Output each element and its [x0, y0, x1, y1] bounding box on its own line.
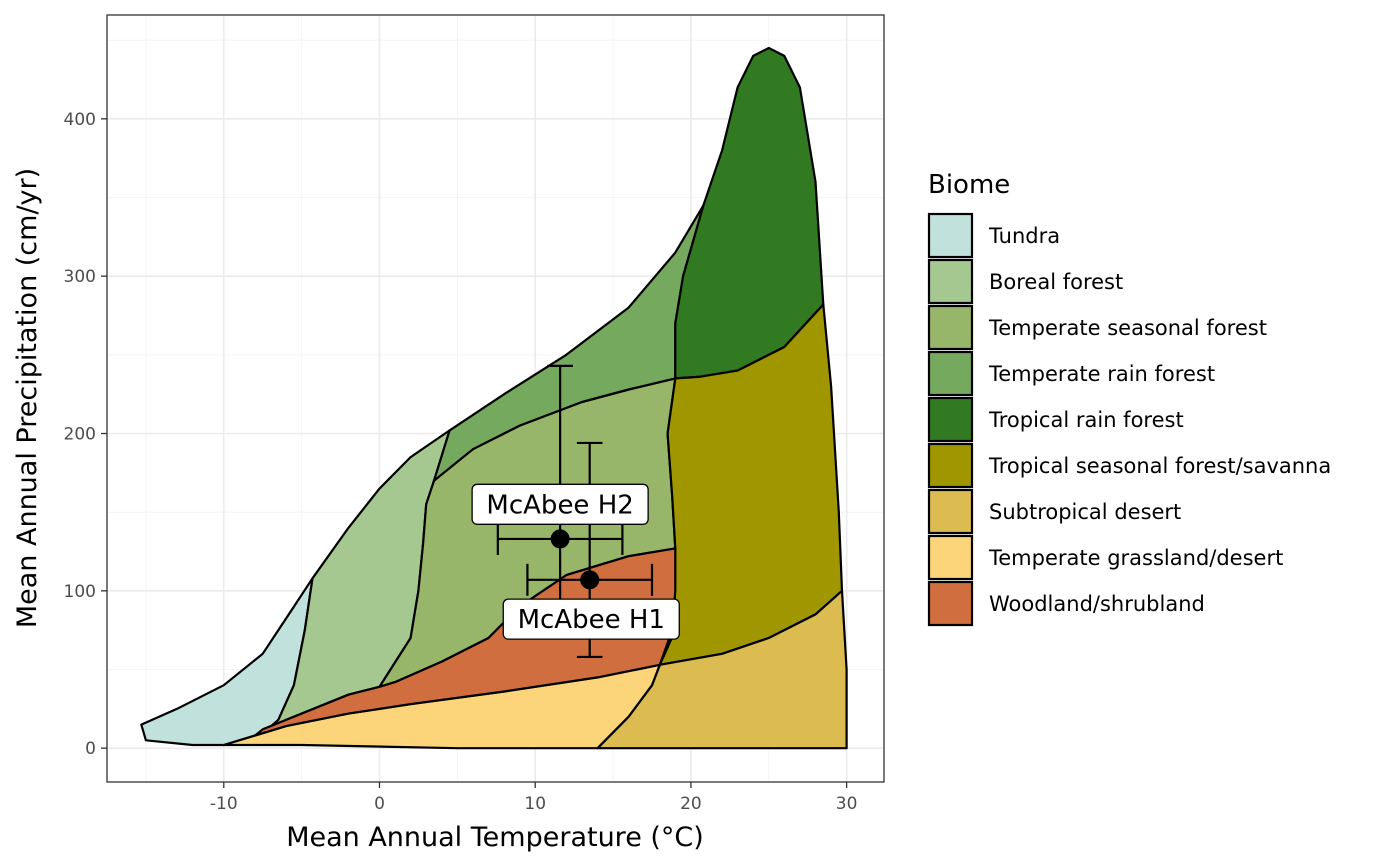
- legend-label: Tropical rain forest: [988, 408, 1184, 432]
- legend-swatch: [927, 488, 974, 535]
- legend-label: Boreal forest: [989, 270, 1123, 294]
- biome-woodland-shrubland: [253, 547, 677, 737]
- legend-item-tropical-seasonal-forest-savanna: Tropical seasonal forest/savanna: [927, 442, 1331, 489]
- legend-label: Temperate seasonal forest: [988, 316, 1267, 340]
- panel-border: [106, 14, 885, 783]
- y-axis-title: Mean Annual Precipitation (cm/yr): [12, 168, 43, 628]
- legend-label: Temperate grassland/desert: [988, 546, 1283, 570]
- site-label: McAbee H2: [471, 483, 649, 525]
- x-tick-label: 10: [524, 794, 546, 814]
- legend-item-subtropical-desert: Subtropical desert: [927, 488, 1181, 535]
- y-tick-label: 0: [85, 739, 96, 759]
- legend-item-boreal-forest: Boreal forest: [927, 258, 1123, 305]
- y-tick-label: 100: [64, 582, 96, 602]
- legend: Biome Tundra Boreal forest Temperate seaso…: [927, 170, 1331, 627]
- legend-swatch: [927, 580, 974, 627]
- legend-swatch: [927, 534, 974, 581]
- legend-label: Tropical seasonal forest/savanna: [988, 454, 1331, 478]
- x-axis-title: Mean Annual Temperature (°C): [286, 822, 704, 853]
- legend-swatch: [927, 212, 974, 259]
- legend-item-temperate-grassland-desert: Temperate grassland/desert: [927, 534, 1283, 581]
- legend-item-temperate-seasonal-forest: Temperate seasonal forest: [927, 304, 1267, 351]
- biome-tropical-rain-forest: [674, 46, 825, 380]
- y-tick-label: 400: [64, 110, 96, 130]
- legend-item-tundra: Tundra: [927, 212, 1060, 259]
- site-point: [580, 570, 600, 590]
- site-label-text: McAbee H2: [486, 490, 633, 520]
- legend-swatch: [927, 396, 974, 443]
- legend-swatch: [927, 258, 974, 305]
- site-point: [550, 529, 570, 549]
- legend-swatch: [927, 350, 974, 397]
- y-tick-label: 300: [64, 267, 96, 287]
- legend-title: Biome: [928, 170, 1010, 200]
- site-label-box: [471, 483, 649, 525]
- x-tick-label: 20: [680, 794, 702, 814]
- x-tick-label: 0: [374, 794, 385, 814]
- site-label: McAbee H1: [502, 598, 680, 640]
- biome-polygons: [140, 46, 848, 750]
- legend-item-woodland-shrubland: Woodland/shrubland: [927, 580, 1205, 627]
- site-label-text: McAbee H1: [518, 605, 665, 635]
- y-tick-label: 200: [64, 425, 96, 445]
- legend-items: Tundra Boreal forest Temperate seasonal fo…: [927, 212, 1331, 627]
- site-label-box: [502, 598, 680, 640]
- x-tick-label: 30: [836, 794, 858, 814]
- legend-swatch: [927, 304, 974, 351]
- site-points: McAbee H2 McAbee H1: [471, 364, 680, 659]
- legend-label: Subtropical desert: [989, 500, 1181, 524]
- legend-label: Temperate rain forest: [988, 362, 1215, 386]
- x-axis-ticks: -10 0 10 20 30: [210, 782, 858, 814]
- y-axis-ticks: 0 100 200 300 400: [64, 110, 107, 759]
- legend-item-tropical-rain-forest: Tropical rain forest: [927, 396, 1184, 443]
- legend-item-temperate-rain-forest: Temperate rain forest: [927, 350, 1215, 397]
- legend-swatch: [927, 442, 974, 489]
- legend-label: Woodland/shrubland: [989, 592, 1205, 616]
- legend-label: Tundra: [988, 224, 1060, 248]
- x-tick-label: -10: [210, 794, 238, 814]
